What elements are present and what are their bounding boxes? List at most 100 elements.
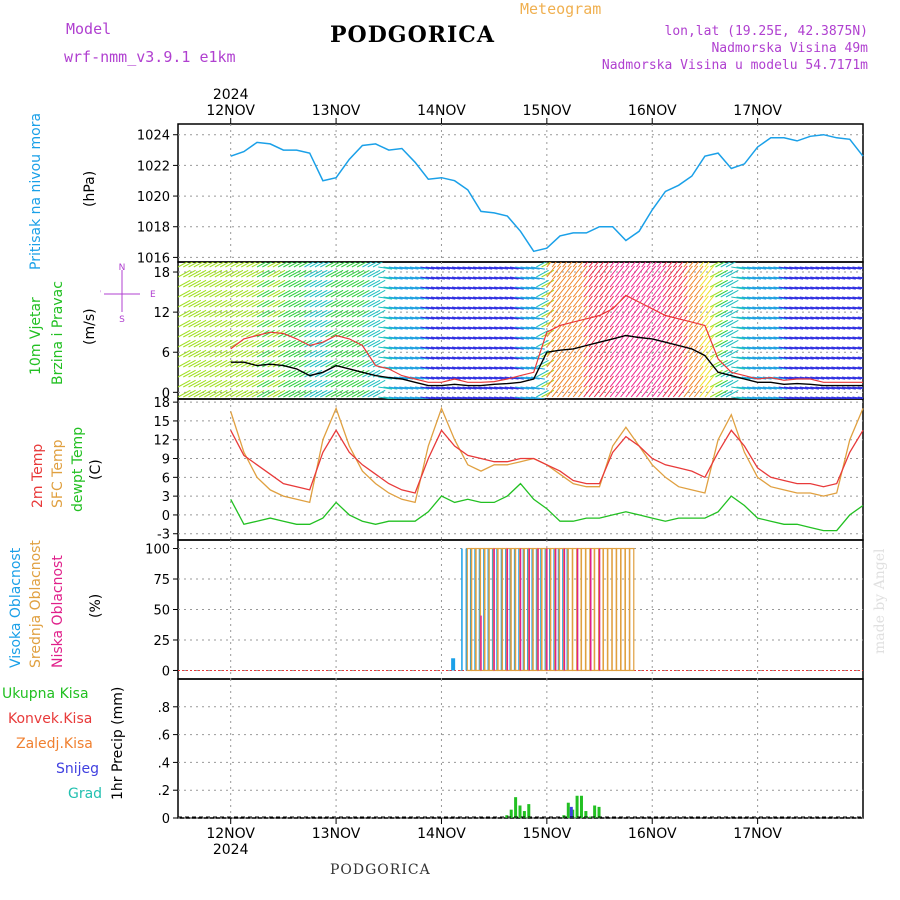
wind-barb: [794, 296, 809, 300]
wind-barb: [320, 339, 333, 348]
wind-barb: [567, 285, 577, 298]
wind-barb: [683, 385, 693, 398]
wind-barb: [283, 279, 296, 288]
wind-barb: [246, 339, 260, 348]
wind-barb: [457, 276, 472, 280]
wind-barb: [409, 346, 424, 350]
wind-barb: [641, 262, 647, 268]
wind-barb: [335, 319, 349, 328]
wind-barb: [446, 376, 461, 380]
wind-barb: [794, 386, 809, 390]
wind-barb: [356, 309, 370, 318]
wind-barb: [725, 269, 739, 278]
wind-barb: [198, 339, 212, 348]
wind-barb: [783, 266, 798, 270]
wind-barb: [536, 262, 547, 268]
wind-barb: [699, 262, 705, 268]
wind-barb: [636, 345, 646, 358]
wind-barb: [320, 289, 333, 298]
wind-barb: [688, 375, 699, 388]
wind-barb: [572, 355, 583, 368]
wind-barb: [304, 262, 315, 268]
wind-barb: [467, 296, 482, 300]
wind-barb: [288, 339, 302, 348]
wind-barb: [641, 355, 651, 368]
wind-barb: [446, 356, 461, 360]
wind-barb: [393, 286, 408, 290]
wind-barb: [351, 369, 365, 378]
wind-barb: [614, 285, 625, 298]
wind-barb: [804, 336, 819, 340]
wind-barb: [462, 396, 477, 399]
wind-barb: [709, 319, 723, 328]
wind-barb: [852, 356, 863, 360]
wind-barb: [425, 326, 440, 330]
wind-barb: [688, 265, 699, 278]
wind-barb: [404, 336, 419, 340]
wind-barb: [604, 345, 614, 358]
wind-barb: [757, 396, 772, 399]
wind-barb: [183, 289, 196, 298]
wind-barb: [356, 349, 370, 358]
wind-barb: [193, 319, 207, 328]
wind-barb: [378, 266, 393, 270]
wind-barb: [341, 329, 354, 338]
wind-barb: [425, 316, 440, 320]
wind-barb: [678, 365, 688, 378]
wind-barb: [836, 356, 851, 360]
wind-barb: [567, 262, 573, 268]
wind-barb: [826, 386, 841, 390]
wind-barb: [715, 389, 728, 398]
wind-barb: [314, 389, 328, 398]
wind-barb: [230, 369, 244, 378]
wind-barb: [768, 266, 783, 270]
wind-barb: [520, 346, 535, 350]
wind-barb: [731, 386, 746, 390]
wind-barb: [588, 375, 599, 388]
wind-barb: [251, 369, 265, 378]
wind-barb: [404, 276, 419, 280]
wind-barb: [256, 279, 270, 288]
wind-barb: [372, 262, 384, 268]
wind-barb: [409, 306, 424, 310]
wind-barb: [325, 329, 339, 338]
wind-barb: [409, 366, 424, 370]
wind-barb: [562, 285, 572, 298]
wind-barb: [847, 286, 862, 290]
wind-barb: [599, 375, 609, 388]
wind-barb: [235, 289, 249, 298]
y-tick-label: 0: [162, 386, 170, 401]
wind-barb: [509, 396, 524, 399]
wind-barb: [747, 396, 761, 399]
wind-barb: [736, 296, 751, 300]
wind-barb: [804, 356, 819, 360]
wind-barb: [204, 369, 217, 378]
wind-barb: [783, 386, 798, 390]
wind-barb: [731, 276, 746, 280]
wind-barb: [525, 266, 540, 270]
wind-barb: [778, 356, 793, 360]
wind-barb: [551, 262, 557, 268]
cloud-bar-mid: [532, 547, 538, 672]
wind-barb: [230, 279, 244, 288]
wind-barb: [193, 379, 207, 388]
y-tick-label: 0: [162, 509, 170, 524]
wind-barb: [467, 316, 482, 320]
wind-barb: [804, 316, 819, 320]
wind-barb: [219, 309, 233, 318]
wind-barb: [794, 266, 809, 270]
wind-barb: [488, 386, 503, 390]
wind-barb: [214, 289, 228, 298]
wind-barb: [815, 286, 830, 290]
wind-barb: [709, 262, 721, 268]
wind-barb: [304, 369, 317, 378]
wind-barb: [504, 356, 519, 360]
wind-barb: [789, 276, 804, 280]
wind-barb: [283, 299, 296, 308]
wind-barb: [736, 336, 751, 340]
wind-barb: [425, 306, 440, 310]
wind-barb: [293, 349, 307, 358]
wind-barb: [462, 296, 477, 300]
wind-barb: [731, 366, 746, 370]
wind-barb: [520, 296, 535, 300]
